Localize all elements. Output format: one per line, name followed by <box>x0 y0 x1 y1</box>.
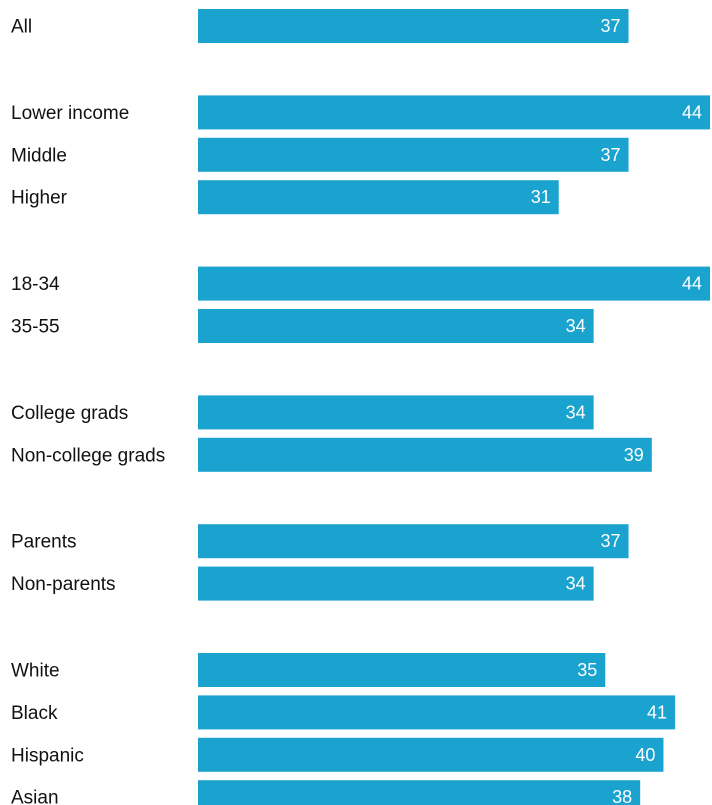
bar-row: White 35 <box>11 653 606 687</box>
category-label: Hispanic <box>11 745 84 766</box>
bar-row: All 37 <box>11 9 629 43</box>
category-label: Black <box>11 703 58 724</box>
bar-row: College grads 34 <box>11 395 594 430</box>
category-label: 18-34 <box>11 274 60 295</box>
value-label: 41 <box>647 702 667 722</box>
bar-row: Asian 38 <box>11 780 641 805</box>
bar <box>198 695 676 730</box>
bar <box>198 780 641 805</box>
value-label: 34 <box>566 316 586 336</box>
value-label: 39 <box>624 445 644 465</box>
bar <box>198 437 652 472</box>
category-label: Asian <box>11 788 59 805</box>
category-label: All <box>11 17 32 38</box>
category-label: Non-college grads <box>11 445 165 466</box>
bar-row: Lower income 44 <box>11 95 710 130</box>
bar-row: Non-parents 34 <box>11 566 594 601</box>
bar-row: 18-34 44 <box>11 266 710 301</box>
category-label: Lower income <box>11 103 129 124</box>
value-label: 34 <box>566 402 586 422</box>
value-label: 44 <box>682 102 702 122</box>
bar <box>198 180 559 215</box>
value-label: 40 <box>635 745 655 765</box>
value-label: 37 <box>601 531 621 551</box>
category-label: Middle <box>11 145 67 166</box>
value-label: 31 <box>531 187 551 207</box>
value-label: 38 <box>612 787 632 805</box>
bars-layer: All 37 Lower income 44 Middle 37 Higher 31 18-34… <box>11 9 710 805</box>
bar <box>198 737 664 772</box>
value-label: 37 <box>601 145 621 165</box>
bar <box>198 395 594 430</box>
bar-row: Hispanic 40 <box>11 737 664 772</box>
bar <box>198 524 629 559</box>
bar <box>198 9 629 43</box>
value-label: 37 <box>601 16 621 36</box>
category-label: Non-parents <box>11 574 116 595</box>
bar-row: Parents 37 <box>11 524 629 559</box>
bar <box>198 653 606 687</box>
bar-row: Middle 37 <box>11 137 629 172</box>
value-label: 35 <box>577 660 597 680</box>
bar <box>198 95 710 130</box>
bar-row: Black 41 <box>11 695 676 730</box>
bar <box>198 266 710 301</box>
bar-row: 35-55 34 <box>11 309 594 343</box>
bar-row: Higher 31 <box>11 180 559 215</box>
value-label: 44 <box>682 274 702 294</box>
category-label: Higher <box>11 188 68 209</box>
bar-row: Non-college grads 39 <box>11 437 652 472</box>
bar <box>198 137 629 172</box>
category-label: 35-55 <box>11 317 60 338</box>
category-label: White <box>11 661 60 682</box>
value-label: 34 <box>566 574 586 594</box>
bar <box>198 566 594 601</box>
bar <box>198 309 594 343</box>
category-label: College grads <box>11 403 128 424</box>
category-label: Parents <box>11 532 76 553</box>
